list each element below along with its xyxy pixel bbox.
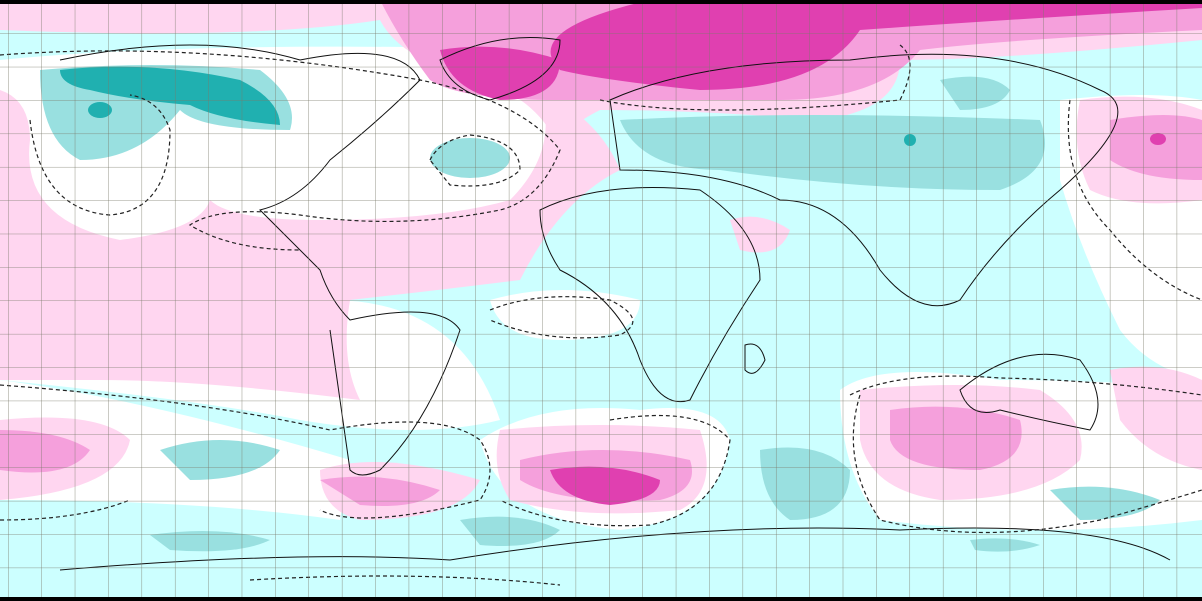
- frame-bottom: [0, 597, 1202, 601]
- frame-top: [0, 0, 1202, 4]
